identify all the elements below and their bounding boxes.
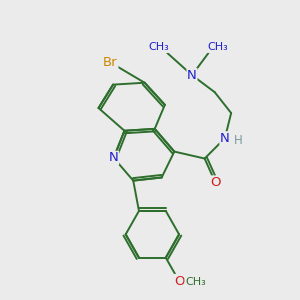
Text: Br: Br xyxy=(103,56,118,69)
Text: N: N xyxy=(187,69,197,82)
Text: CH₃: CH₃ xyxy=(207,42,228,52)
Text: O: O xyxy=(210,176,220,189)
Text: N: N xyxy=(220,132,230,145)
Text: H: H xyxy=(234,134,242,147)
Text: O: O xyxy=(174,274,184,288)
Text: N: N xyxy=(109,152,118,164)
Text: CH₃: CH₃ xyxy=(148,42,169,52)
Text: CH₃: CH₃ xyxy=(185,277,206,287)
